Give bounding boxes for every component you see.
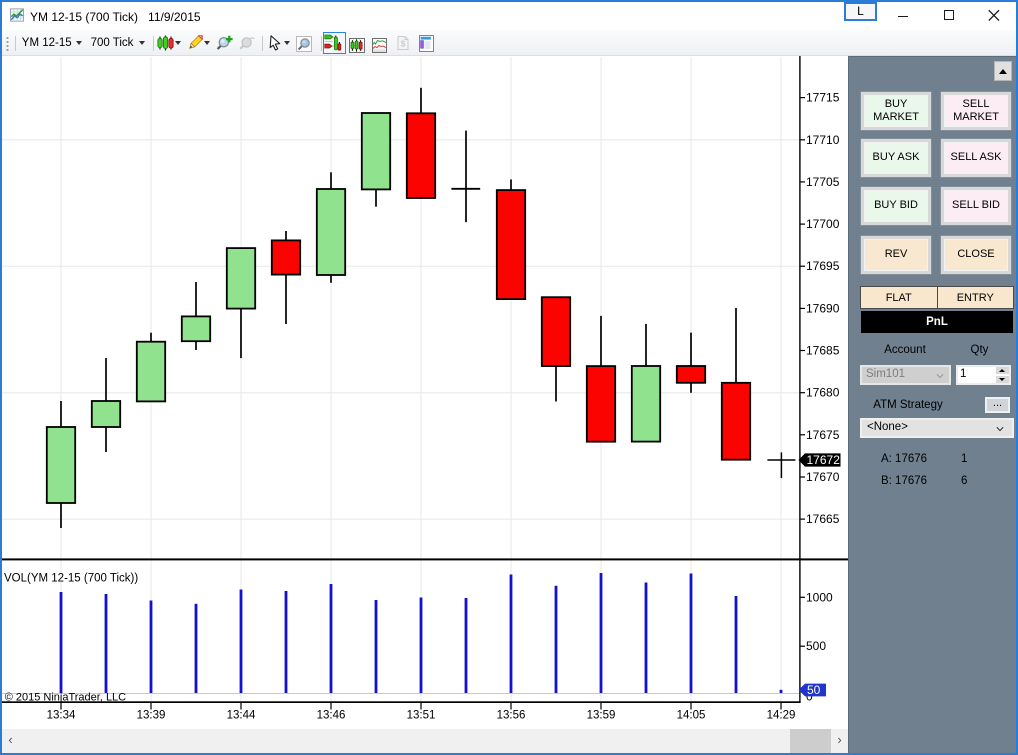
svg-text:13:34: 13:34	[47, 710, 76, 722]
svg-text:17685: 17685	[806, 344, 840, 358]
svg-text:13:39: 13:39	[137, 710, 166, 722]
svg-text:VOL(YM 12-15 (700 Tick)): VOL(YM 12-15 (700 Tick))	[4, 573, 138, 585]
svg-text:© 2015 NinjaTrader, LLC: © 2015 NinjaTrader, LLC	[5, 692, 126, 704]
svg-text:500: 500	[806, 639, 826, 653]
svg-text:50: 50	[807, 683, 821, 697]
svg-text:17675: 17675	[806, 428, 840, 442]
svg-text:17672: 17672	[807, 453, 841, 467]
svg-text:13:56: 13:56	[497, 710, 526, 722]
svg-text:13:46: 13:46	[317, 710, 346, 722]
svg-text:$: $	[401, 39, 406, 49]
svg-text:14:29: 14:29	[767, 710, 796, 722]
svg-text:17695: 17695	[806, 259, 840, 273]
svg-text:13:44: 13:44	[227, 710, 256, 722]
svg-text:14:05: 14:05	[677, 710, 706, 722]
svg-text:17710: 17710	[806, 133, 840, 147]
svg-text:17670: 17670	[806, 470, 840, 484]
svg-text:1000: 1000	[806, 590, 833, 604]
svg-text:17700: 17700	[806, 217, 840, 231]
svg-text:17705: 17705	[806, 175, 840, 189]
svg-text:17715: 17715	[806, 91, 840, 105]
svg-text:17690: 17690	[806, 301, 840, 315]
svg-text:13:51: 13:51	[407, 710, 436, 722]
svg-text:17665: 17665	[806, 512, 840, 526]
svg-text:13:59: 13:59	[587, 710, 616, 722]
svg-text:17680: 17680	[806, 386, 840, 400]
